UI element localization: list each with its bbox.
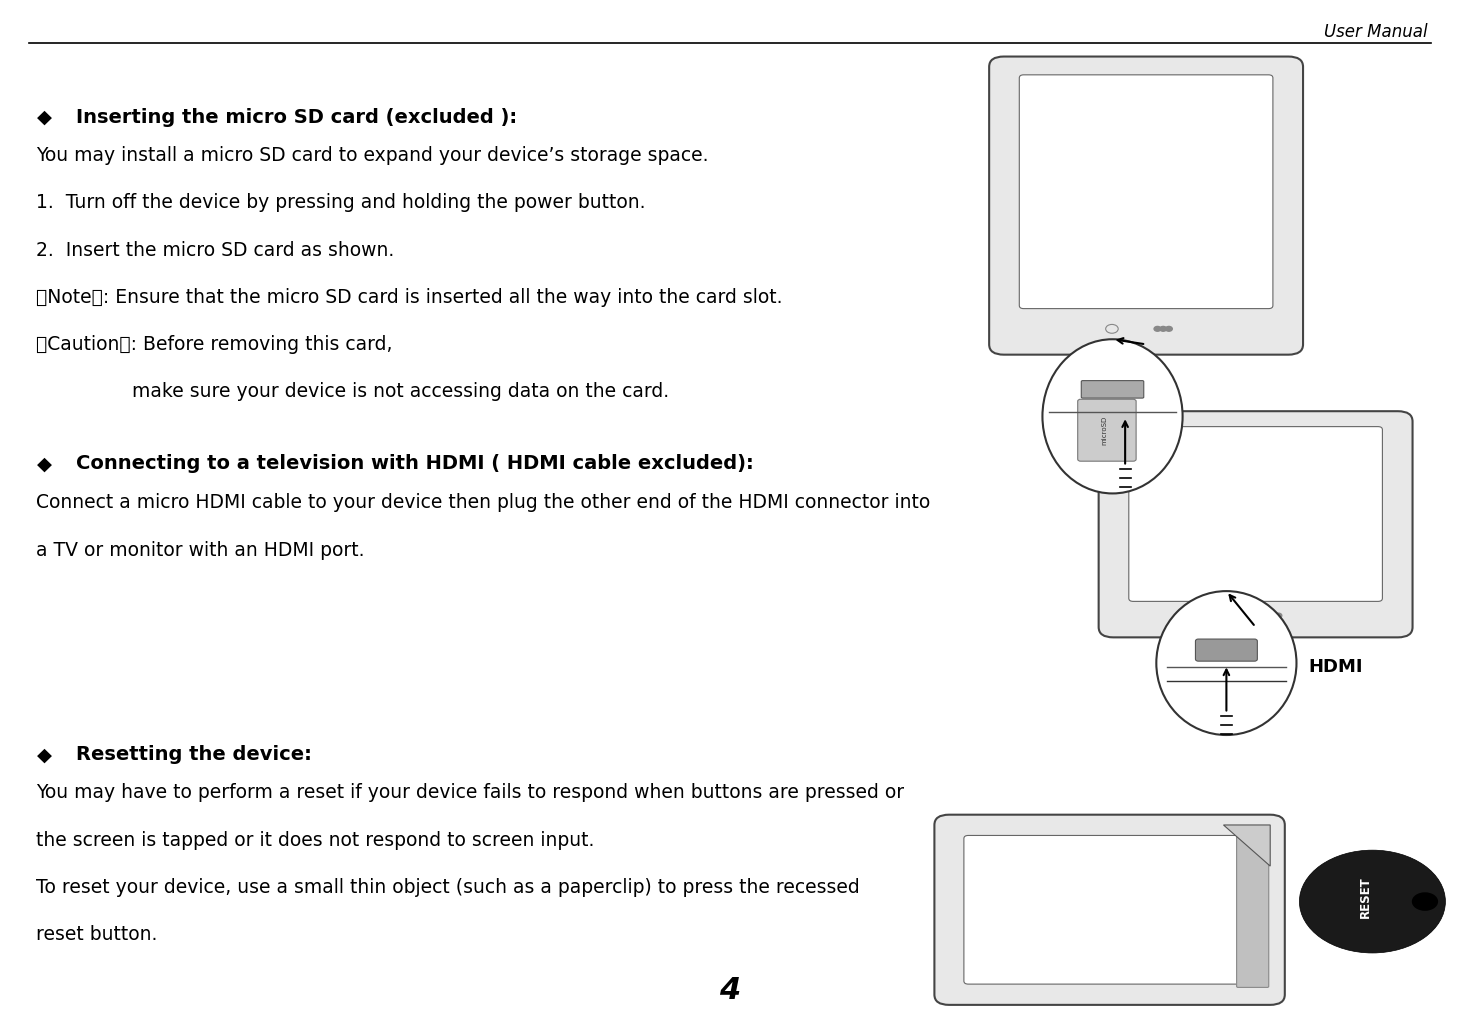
Text: make sure your device is not accessing data on the card.: make sure your device is not accessing d… [36,382,670,401]
Circle shape [1159,327,1167,331]
FancyBboxPatch shape [1077,399,1136,462]
Text: reset button.: reset button. [36,925,158,944]
Text: HDMI: HDMI [1308,658,1362,675]
Text: ◆: ◆ [36,745,51,764]
Text: Inserting the micro SD card (excluded ):: Inserting the micro SD card (excluded ): [76,108,517,126]
Text: 2.  Insert the micro SD card as shown.: 2. Insert the micro SD card as shown. [36,241,394,259]
Text: You may install a micro SD card to expand your device’s storage space.: You may install a micro SD card to expan… [36,146,710,164]
Text: the screen is tapped or it does not respond to screen input.: the screen is tapped or it does not resp… [36,831,594,849]
FancyBboxPatch shape [964,836,1256,984]
Text: User Manual: User Manual [1324,23,1428,41]
Text: 1.  Turn off the device by pressing and holding the power button.: 1. Turn off the device by pressing and h… [36,193,645,212]
Text: Connecting to a television with HDMI ( HDMI cable excluded):: Connecting to a television with HDMI ( H… [76,454,753,473]
Text: 「Note」: Ensure that the micro SD card is inserted all the way into the card slot: 「Note」: Ensure that the micro SD card is… [36,288,783,306]
Text: 4: 4 [720,977,740,1005]
Text: ◆: ◆ [36,108,51,126]
FancyBboxPatch shape [990,57,1302,355]
FancyBboxPatch shape [1098,411,1413,637]
Text: Resetting the device:: Resetting the device: [76,745,312,764]
Circle shape [1165,327,1172,331]
Text: To reset your device, use a small thin object (such as a paperclip) to press the: To reset your device, use a small thin o… [36,878,860,896]
Ellipse shape [1156,591,1296,735]
Text: RESET: RESET [1359,877,1371,918]
Text: microSD: microSD [1101,415,1107,445]
FancyBboxPatch shape [1129,427,1383,601]
Circle shape [1263,613,1270,618]
Ellipse shape [1042,339,1183,493]
Text: a TV or monitor with an HDMI port.: a TV or monitor with an HDMI port. [36,541,365,559]
FancyBboxPatch shape [1196,639,1257,661]
FancyBboxPatch shape [1019,75,1273,308]
Circle shape [1153,327,1161,331]
Text: ◆: ◆ [36,454,51,473]
Circle shape [1412,892,1438,911]
Text: You may have to perform a reset if your device fails to respond when buttons are: You may have to perform a reset if your … [36,783,905,802]
Polygon shape [1223,824,1270,866]
Text: Connect a micro HDMI cable to your device then plug the other end of the HDMI co: Connect a micro HDMI cable to your devic… [36,493,931,512]
FancyBboxPatch shape [934,814,1285,1005]
Circle shape [1269,613,1276,618]
FancyBboxPatch shape [1082,380,1143,398]
Circle shape [1299,850,1445,953]
FancyBboxPatch shape [1237,833,1269,987]
Text: 「Caution」: Before removing this card,: 「Caution」: Before removing this card, [36,335,393,354]
Circle shape [1275,613,1282,618]
